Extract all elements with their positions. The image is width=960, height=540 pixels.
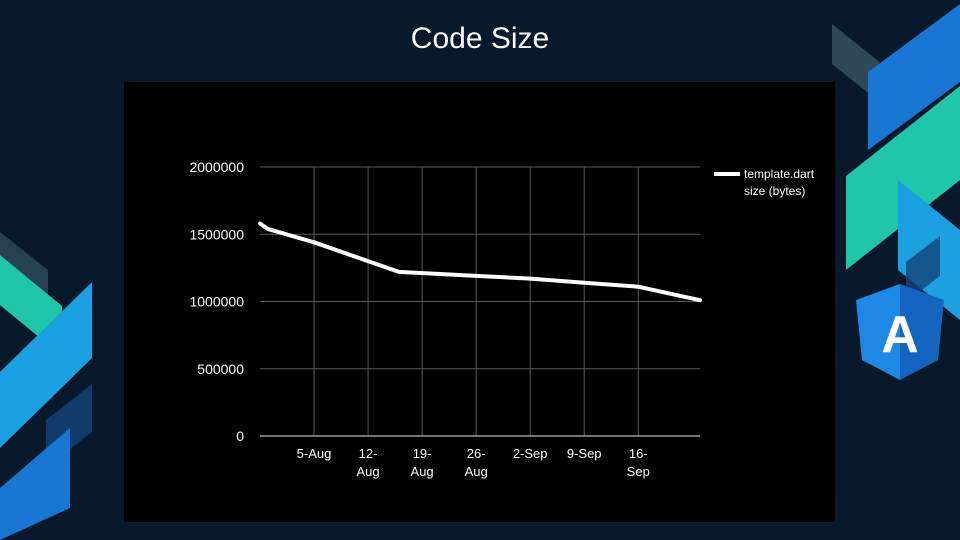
angular-logo-shield-left [856,284,900,380]
deco-shape-right-dark [906,236,940,302]
deco-shape-right-blue [868,4,960,150]
axis-layer: 0 500000 1000000 1500000 2000000 5-Aug 12-Aug 1… [189,159,700,479]
deco-shape-left-blue [0,428,70,540]
legend: template.dart size (bytes) [714,167,815,198]
grid-layer [260,166,700,436]
y-tick-label: 1000000 [189,294,244,310]
x-tick-label: 19-Aug [411,446,434,479]
y-tick-label: 2000000 [189,159,244,175]
line-chart: 0 500000 1000000 1500000 2000000 5-Aug 12-Aug 1… [189,159,815,479]
slide-title: Code Size [410,22,550,55]
x-tick-label: 5-Aug [297,446,332,461]
series-line [258,221,702,303]
chart-panel: 0 500000 1000000 1500000 2000000 5-Aug 12-Aug 1… [124,82,835,522]
x-tick-label: 12-Aug [356,446,379,479]
x-tick-label: 2-Sep [513,446,548,461]
x-tick-label: 26-Aug [465,446,488,479]
deco-shape-left-lightblue [0,282,92,448]
angular-logo-letter: A [881,306,919,364]
y-tick-label: 0 [236,428,244,444]
x-tick-label: 9-Sep [567,446,602,461]
y-tick-label: 500000 [197,361,244,377]
y-tick-label: 1500000 [189,226,244,242]
deco-shape-right-teal [846,86,960,270]
x-tick-label: 16-Sep [627,446,650,479]
series-layer [258,221,702,303]
legend-label: template.dart size (bytes) [744,167,815,198]
angular-logo-shield-right [900,284,944,380]
